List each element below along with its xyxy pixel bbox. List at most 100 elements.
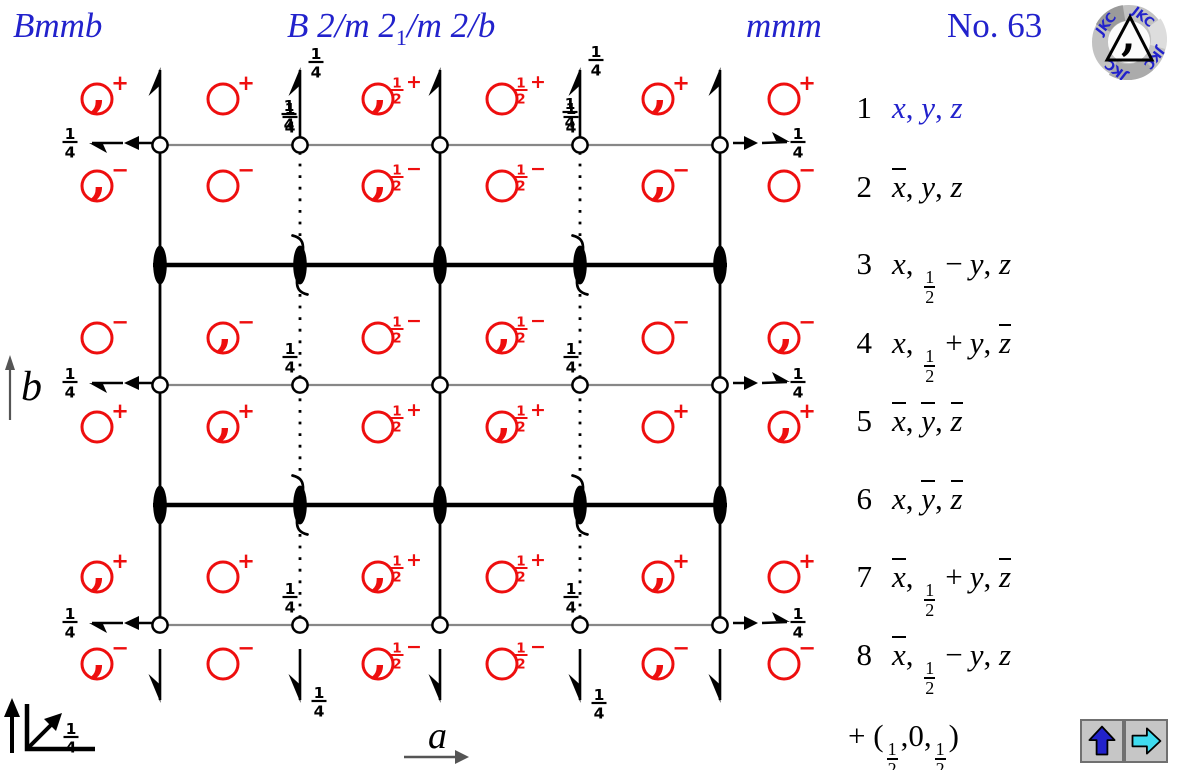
svg-text:,: , <box>778 392 794 446</box>
atom-circle: 12− <box>485 636 546 681</box>
svg-text:1: 1 <box>516 163 525 179</box>
atom-comma: , − <box>80 151 129 205</box>
quarter-label: 14 <box>62 365 78 402</box>
atom-comma: , 12− <box>361 151 422 205</box>
svg-text:,: , <box>652 542 668 596</box>
svg-text:+: + <box>530 71 546 93</box>
svg-text:4: 4 <box>65 144 76 162</box>
atom-circle: − <box>80 310 129 355</box>
svg-text:4: 4 <box>793 384 804 402</box>
atom-comma: , − <box>206 303 255 357</box>
atom-circle: + <box>641 399 690 444</box>
quarter-label: 14 <box>282 100 298 137</box>
svg-text:,: , <box>372 151 388 205</box>
svg-text:−: − <box>798 636 816 660</box>
svg-text:1: 1 <box>66 720 77 738</box>
svg-text:+: + <box>672 71 690 95</box>
svg-text:+: + <box>111 399 129 423</box>
atom-comma: , + <box>641 64 690 118</box>
svg-text:2: 2 <box>392 570 401 586</box>
atom-comma: , + <box>80 64 129 118</box>
svg-text:,: , <box>217 303 233 357</box>
atom-circle: + <box>767 549 816 594</box>
svg-text:−: − <box>530 310 546 332</box>
quarter-label: 14 <box>591 686 607 723</box>
svg-text:1: 1 <box>566 340 577 358</box>
atom-comma: , + <box>206 392 255 446</box>
twofold-lenses <box>153 234 727 536</box>
svg-text:−: − <box>798 158 816 182</box>
svg-text:1: 1 <box>516 404 525 420</box>
svg-text:1: 1 <box>392 76 401 92</box>
atom-comma: , 12 + <box>361 64 422 118</box>
svg-text:1: 1 <box>793 605 804 623</box>
position-row-4: 4 x, 1 2 + y, z <box>848 324 1012 386</box>
atom-comma: , 12− <box>361 629 422 683</box>
svg-text:+: + <box>237 71 255 95</box>
quarter-label: 14 <box>562 95 578 132</box>
atom-circle: 12 + <box>485 71 546 116</box>
svg-text:−: − <box>111 158 129 182</box>
svg-text:1: 1 <box>392 163 401 179</box>
atom-circle: 12− <box>361 310 422 355</box>
atom-circle: 12− <box>485 158 546 203</box>
svg-text:−: − <box>237 636 255 660</box>
nav-up-button[interactable] <box>1080 719 1124 763</box>
svg-text:,: , <box>91 629 107 683</box>
svg-text:4: 4 <box>285 359 296 377</box>
quarter-label: 14 <box>563 580 579 617</box>
svg-text:1: 1 <box>793 365 804 383</box>
svg-text:4: 4 <box>65 624 76 642</box>
atom-circle: + <box>767 71 816 116</box>
quarter-label: 14 <box>790 605 806 642</box>
svg-text:−: − <box>406 310 422 332</box>
svg-text:2: 2 <box>516 179 525 195</box>
svg-text:,: , <box>778 303 794 357</box>
atom-comma: , + <box>80 542 129 596</box>
svg-text:−: − <box>406 158 422 180</box>
svg-text:4: 4 <box>285 119 296 137</box>
svg-text:,: , <box>372 64 388 118</box>
atom-comma: , − <box>641 151 690 205</box>
atom-comma: , − <box>80 629 129 683</box>
atom-comma: , + <box>767 392 816 446</box>
atom-circle: − <box>206 636 255 681</box>
svg-text:1: 1 <box>565 95 576 113</box>
atom-comma: , + <box>641 542 690 596</box>
svg-text:+: + <box>406 399 422 421</box>
svg-text:+: + <box>111 71 129 95</box>
svg-text:+: + <box>672 549 690 573</box>
svg-text:,: , <box>496 303 512 357</box>
b-axis-label: b <box>21 364 42 410</box>
quarter-label: 14 <box>282 340 298 377</box>
svg-text:1: 1 <box>591 43 602 61</box>
svg-text:1: 1 <box>516 315 525 331</box>
svg-text:1: 1 <box>594 686 605 704</box>
atom-comma: , 12 + <box>485 392 546 446</box>
quarter-label: 14 <box>62 125 78 162</box>
position-number: 7 <box>856 559 873 594</box>
quarter-label: 14 <box>563 340 579 377</box>
svg-text:2: 2 <box>392 179 401 195</box>
svg-text:−: − <box>406 636 422 658</box>
svg-text:,: , <box>652 64 668 118</box>
jkc-logo[interactable]: JKC JKC JKC JKC , <box>1091 4 1167 80</box>
nav-next-button[interactable] <box>1124 719 1168 763</box>
svg-text:+: + <box>406 549 422 571</box>
atom-comma: , 12 + <box>361 542 422 596</box>
atom-circle: − <box>206 158 255 203</box>
position-number: 4 <box>856 325 873 360</box>
svg-text:1: 1 <box>392 554 401 570</box>
svg-text:+: + <box>111 549 129 573</box>
svg-text:2: 2 <box>392 657 401 673</box>
svg-text:,: , <box>217 392 233 446</box>
svg-text:−: − <box>111 636 129 660</box>
svg-text:4: 4 <box>594 705 605 723</box>
svg-text:,: , <box>372 542 388 596</box>
svg-text:−: − <box>111 310 129 334</box>
position-row-7: 7 x, 1 2 + y, z <box>848 558 1012 620</box>
position-number: 6 <box>856 481 873 516</box>
position-number: 5 <box>856 403 873 438</box>
atom-circle: 12 + <box>485 549 546 594</box>
